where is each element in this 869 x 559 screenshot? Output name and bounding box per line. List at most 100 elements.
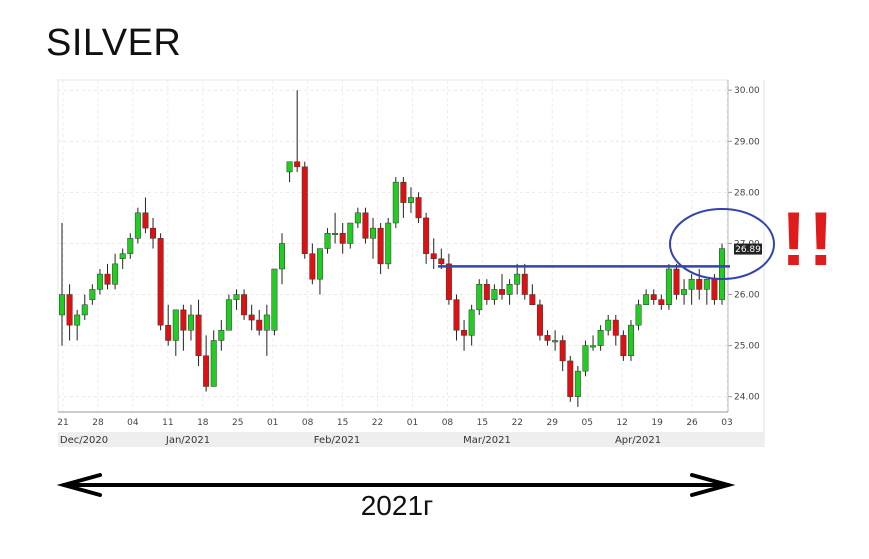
candle: [476, 279, 483, 315]
candle: [96, 268, 103, 295]
candle: [392, 177, 399, 229]
candle-body-down: [203, 355, 210, 387]
candle-body-down: [559, 340, 566, 362]
candle: [529, 284, 536, 305]
x-tick-label: 04: [127, 418, 139, 428]
candle-body-up: [112, 263, 119, 285]
candle-body-down: [423, 217, 430, 254]
grid-lines: [58, 80, 728, 412]
candle-body-up: [316, 248, 323, 280]
candle-body-down: [461, 330, 468, 336]
candle: [665, 263, 672, 310]
candle-body-up: [89, 289, 96, 300]
candle-body-down: [180, 309, 187, 331]
y-tick-label: 25.00: [734, 342, 760, 352]
candle: [180, 304, 187, 351]
candle-body-up: [681, 289, 688, 295]
candle-body-up: [597, 330, 604, 346]
candle-body-up: [172, 309, 179, 341]
candle: [445, 253, 452, 305]
candle-body-down: [66, 294, 73, 326]
candle-body-down: [157, 238, 164, 326]
candle: [499, 274, 505, 300]
candle: [514, 263, 521, 295]
candle: [658, 294, 665, 310]
plot-frame: [57, 79, 729, 413]
candle: [506, 279, 513, 305]
candle: [142, 197, 149, 234]
candle: [195, 299, 202, 367]
candle: [59, 223, 65, 346]
candle-body-down: [377, 227, 384, 265]
candle: [134, 207, 141, 244]
candle: [681, 279, 688, 305]
candle-body-up: [332, 232, 339, 235]
candle-body-up: [688, 278, 695, 290]
candle: [150, 217, 157, 249]
candle-body-down: [658, 299, 665, 305]
candle: [165, 304, 172, 346]
candle: [104, 263, 111, 290]
highlight-ellipse: [669, 208, 775, 280]
candle: [74, 309, 81, 341]
x-tick-label: 29: [547, 418, 559, 428]
candle-body-down: [165, 324, 172, 341]
candle-body-up: [468, 309, 475, 336]
x-tick-label: 03: [721, 418, 732, 428]
candle: [377, 223, 384, 275]
candle-body-down: [150, 227, 157, 239]
last-price-box: [734, 243, 762, 255]
candle: [271, 268, 278, 336]
candle-body-down: [499, 289, 505, 295]
candle-body-down: [536, 304, 543, 336]
candle-body-up: [187, 314, 194, 331]
candle: [385, 217, 392, 269]
x-tick-label: 08: [302, 418, 314, 428]
candle: [643, 289, 650, 305]
candle: [119, 248, 126, 269]
x-tick-label: 22: [372, 418, 383, 428]
candle-body-down: [142, 212, 149, 229]
candle: [157, 233, 164, 331]
y-tick-label: 28.00: [734, 188, 760, 198]
candle: [605, 314, 612, 336]
y-tick-label: 29.00: [734, 137, 760, 147]
candle-body-down: [339, 232, 346, 244]
candle: [423, 212, 430, 264]
candle-body-down: [529, 294, 536, 305]
candle-body-up: [81, 304, 88, 316]
candle: [301, 161, 308, 259]
candle: [362, 207, 369, 244]
candle-body-up: [574, 370, 581, 397]
x-tick-label: 19: [651, 418, 663, 428]
candle-body-up: [476, 284, 483, 311]
candle-body-up: [119, 253, 126, 260]
candle-body-down: [195, 314, 202, 357]
candle-body-down: [301, 166, 308, 254]
candle-body-up: [279, 243, 285, 270]
candle: [66, 284, 73, 341]
candle: [89, 284, 96, 305]
candle: [612, 314, 619, 346]
x-tick-label: 15: [477, 418, 488, 428]
candle-body-down: [362, 212, 369, 239]
candle-body-down: [438, 258, 445, 265]
candle-body-down: [612, 319, 619, 336]
candle: [225, 294, 232, 331]
year-label: 2021г: [360, 490, 434, 521]
y-tick-label: 24.00: [734, 393, 760, 403]
candle: [324, 228, 331, 254]
x-tick-label: 26: [686, 418, 698, 428]
candle-body-up: [582, 345, 589, 372]
candle-body-up: [506, 284, 513, 295]
candle-body-up: [665, 268, 672, 305]
candle-body-down: [445, 263, 452, 300]
candle-body-down: [248, 314, 255, 321]
candle-body-up: [347, 222, 354, 244]
last-price-label: 26.89: [735, 245, 761, 255]
x-tick-label: 08: [442, 418, 454, 428]
candle: [582, 340, 589, 377]
candle: [673, 263, 680, 300]
candles: [59, 90, 725, 407]
